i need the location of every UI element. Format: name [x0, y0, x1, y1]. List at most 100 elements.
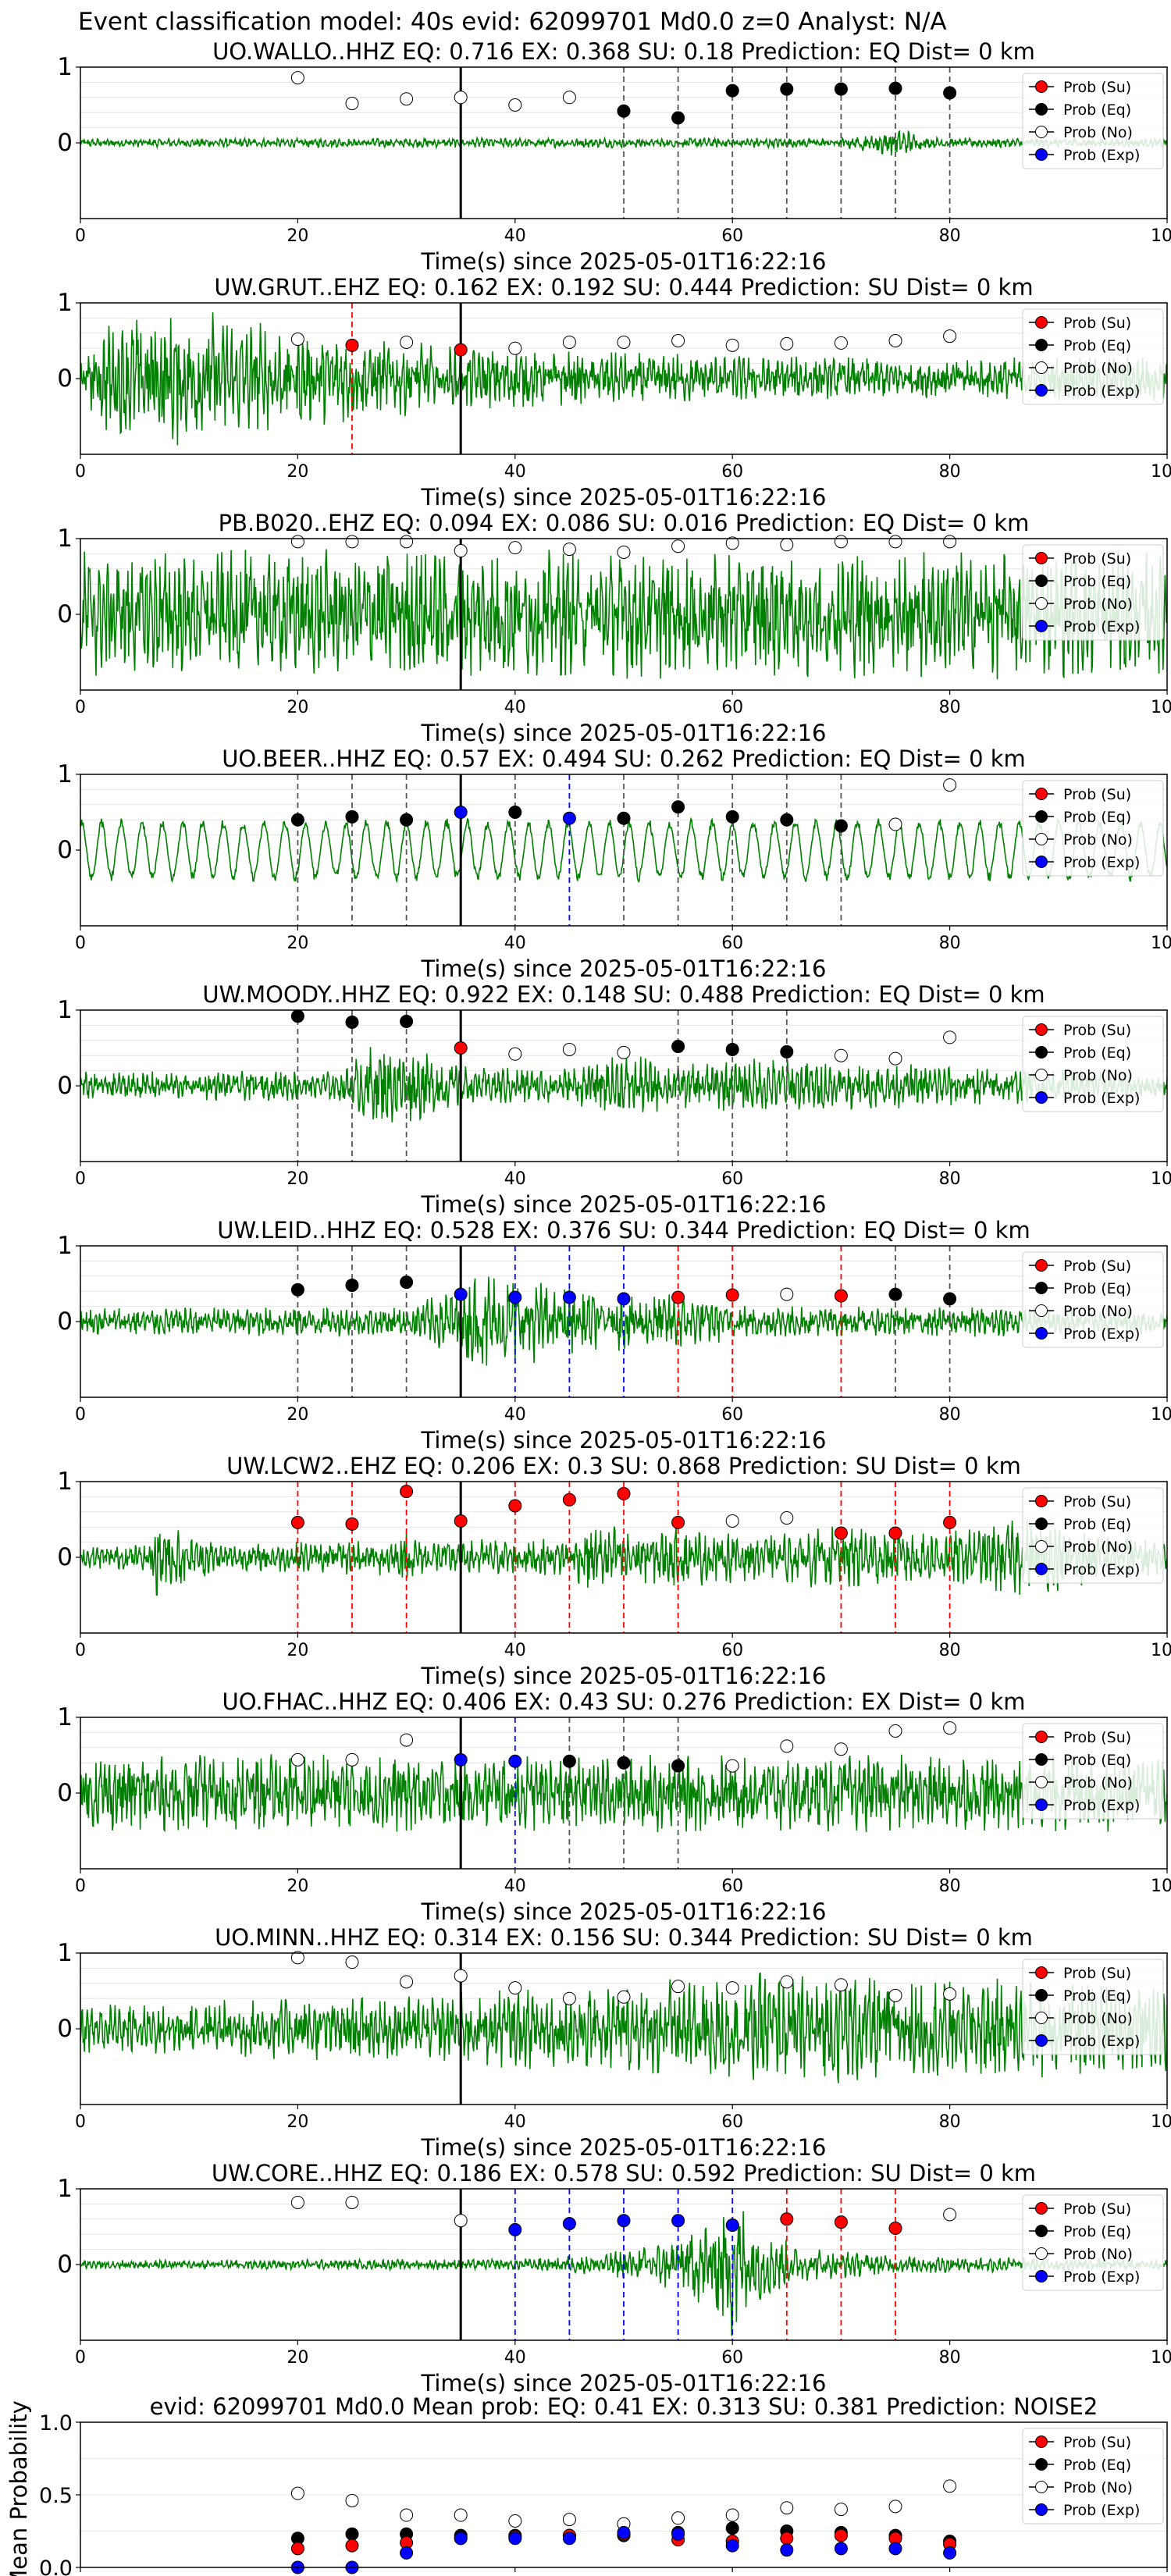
- legend-label: Prob (Su): [1063, 786, 1131, 803]
- prob-point-su: [834, 2215, 848, 2229]
- legend: Prob (Su) Prob (Eq) Prob (No) Prob (Exp): [1022, 780, 1164, 877]
- legend-marker: [1035, 1495, 1048, 1507]
- mean-point-exp: [780, 2543, 794, 2557]
- prob-point-no: [290, 1951, 304, 1965]
- prob-point-no: [454, 544, 468, 558]
- prob-point-eq: [725, 809, 739, 824]
- x-tick-label: 80: [939, 1641, 961, 1660]
- prob-point-no: [780, 1975, 794, 1989]
- legend-label: Prob (Su): [1063, 315, 1131, 332]
- prob-point-no: [290, 333, 304, 347]
- legend-label: Prob (No): [1063, 2479, 1133, 2496]
- mean-point-no: [671, 2511, 685, 2525]
- legend-box: [1022, 1487, 1164, 1584]
- y-tick-label: 1: [57, 53, 73, 81]
- x-tick-label: 0: [75, 698, 86, 717]
- legend-marker: [1035, 1989, 1048, 2001]
- legend-label: Prob (Eq): [1063, 1752, 1131, 1769]
- x-tick-label: 0: [75, 2112, 86, 2132]
- y-axis-label: Mean Probability: [5, 2400, 32, 2576]
- x-tick-label: 100: [1151, 2348, 1171, 2368]
- prob-point-eq: [780, 813, 794, 827]
- prob-point-no: [400, 1733, 414, 1747]
- mean-point-exp: [888, 2542, 902, 2556]
- prob-point-su: [834, 1526, 848, 1540]
- legend-marker: [1035, 384, 1048, 397]
- mean-point-exp: [562, 2532, 576, 2546]
- prob-point-su: [617, 1487, 631, 1501]
- x-tick-label: 80: [939, 1405, 961, 1425]
- x-tick-label: 20: [287, 1169, 308, 1189]
- x-tick-label: 60: [721, 1641, 743, 1660]
- legend-marker: [1035, 339, 1048, 351]
- legend-label: Prob (No): [1063, 596, 1133, 613]
- legend-label: Prob (Exp): [1063, 2502, 1140, 2519]
- prob-point-no: [562, 1042, 576, 1056]
- legend-box: [1022, 544, 1164, 641]
- x-tick-label: 100: [1151, 1877, 1171, 1896]
- prob-point-eq: [671, 1040, 685, 1054]
- legend-label: Prob (Eq): [1063, 2457, 1131, 2474]
- legend-label: Prob (No): [1063, 2010, 1133, 2027]
- prob-point-eq: [780, 1044, 794, 1059]
- x-tick-label: 40: [504, 462, 526, 482]
- x-tick-label: 80: [939, 2348, 961, 2368]
- mean-point-exp: [617, 2525, 631, 2539]
- prob-point-exp: [562, 1290, 576, 1304]
- legend-box: [1022, 2194, 1164, 2291]
- waveform-trace: [80, 549, 1167, 680]
- x-tick-label: 60: [721, 2348, 743, 2368]
- prob-point-no: [888, 817, 902, 831]
- chart-panel-5: UW.MOODY..HHZ EQ: 0.922 EX: 0.148 SU: 0.…: [57, 981, 1171, 1218]
- x-tick-label: 40: [504, 1877, 526, 1896]
- y-tick-label: 0: [57, 1779, 73, 1807]
- prob-point-su: [508, 1499, 522, 1513]
- legend-label: Prob (No): [1063, 124, 1133, 141]
- legend-label: Prob (Su): [1063, 2434, 1131, 2451]
- panel-title: UO.MINN..HHZ EQ: 0.314 EX: 0.156 SU: 0.3…: [215, 1924, 1033, 1951]
- legend-label: Prob (No): [1063, 1303, 1133, 1320]
- legend-marker: [1035, 2481, 1048, 2493]
- y-tick-label: 1: [57, 996, 73, 1024]
- prob-point-no: [400, 1975, 414, 1989]
- panel-title: UW.GRUT..EHZ EQ: 0.162 EX: 0.192 SU: 0.4…: [214, 274, 1033, 301]
- mean-point-su: [834, 2528, 848, 2542]
- prob-point-no: [834, 1978, 848, 1992]
- mean-point-eq: [725, 2521, 739, 2535]
- legend-marker: [1035, 552, 1048, 564]
- chart-panel-8: UO.FHAC..HHZ EQ: 0.406 EX: 0.43 SU: 0.27…: [57, 1688, 1171, 1925]
- chart-panel-11: evid: 62099701 Md0.0 Mean prob: EQ: 0.41…: [5, 2393, 1171, 2576]
- mean-point-exp: [834, 2542, 848, 2556]
- prob-point-su: [834, 1289, 848, 1303]
- legend-marker: [1035, 788, 1048, 800]
- prob-point-eq: [725, 84, 739, 98]
- x-tick-label: 100: [1151, 698, 1171, 717]
- y-tick-label: 1: [57, 760, 73, 788]
- legend-marker: [1035, 1259, 1048, 1272]
- legend-label: Prob (Eq): [1063, 573, 1131, 590]
- prob-point-su: [671, 1290, 685, 1304]
- x-tick-label: 40: [504, 2112, 526, 2132]
- mean-point-eq: [345, 2527, 359, 2541]
- legend: Prob (Su) Prob (Eq) Prob (No) Prob (Exp): [1022, 73, 1164, 169]
- legend-marker: [1035, 80, 1048, 93]
- legend-marker: [1035, 103, 1048, 116]
- y-tick-label: 1: [57, 2175, 73, 2203]
- legend-marker: [1035, 1069, 1048, 1081]
- x-tick-label: 0: [75, 1169, 86, 1189]
- prob-point-exp: [617, 2214, 631, 2228]
- legend-box: [1022, 1723, 1164, 1820]
- x-tick-label: 100: [1151, 1169, 1171, 1189]
- prob-point-no: [400, 535, 414, 549]
- prob-point-no: [290, 2195, 304, 2209]
- prob-point-no: [617, 335, 631, 349]
- legend-box: [1022, 73, 1164, 169]
- mean-point-no: [780, 2501, 794, 2515]
- y-tick-label: 0: [57, 365, 73, 393]
- panels-container: UO.WALLO..HHZ EQ: 0.716 EX: 0.368 SU: 0.…: [5, 38, 1171, 2576]
- x-tick-label: 0: [75, 226, 86, 246]
- chart-panel-6: UW.LEID..HHZ EQ: 0.528 EX: 0.376 SU: 0.3…: [57, 1217, 1171, 1453]
- legend-label: Prob (Exp): [1063, 2033, 1140, 2050]
- x-tick-label: 60: [721, 462, 743, 482]
